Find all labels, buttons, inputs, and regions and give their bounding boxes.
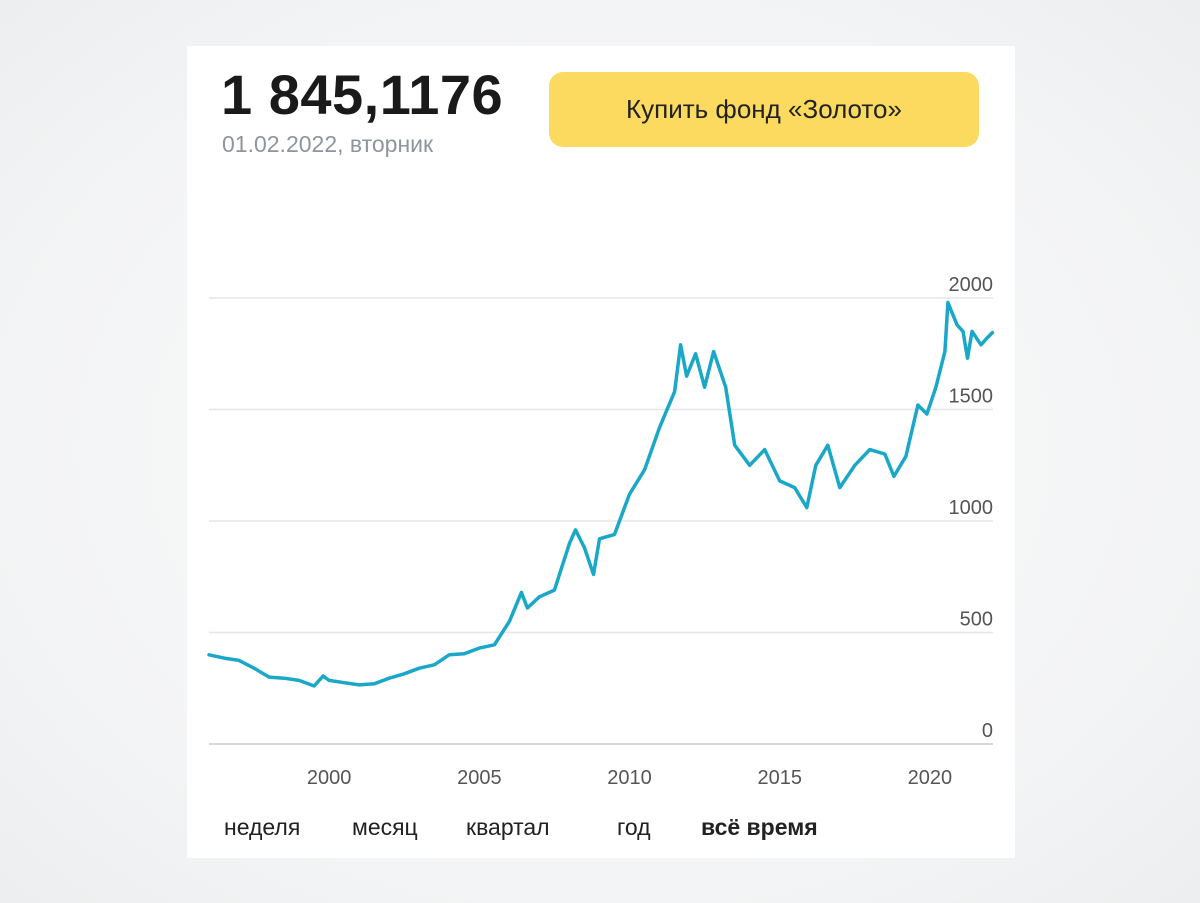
price-chart[interactable]: 0 500 1000 1500 2000 2000 2005 2010 2015 2020: [187, 246, 1015, 806]
tab-all-time[interactable]: всё время: [701, 814, 818, 840]
grid: [209, 297, 993, 745]
tab-month[interactable]: месяц: [352, 814, 418, 840]
x-tick-label: 2020: [908, 767, 953, 789]
x-tick-label: 2015: [757, 767, 802, 789]
buy-fund-button[interactable]: Купить фонд «Золото»: [549, 72, 979, 147]
x-tick-label: 2000: [307, 767, 352, 789]
current-price: 1 845,1176: [221, 63, 504, 126]
x-tick-label: 2010: [607, 767, 652, 789]
y-tick-label: 500: [960, 609, 993, 631]
price-date: 01.02.2022, вторник: [222, 131, 434, 157]
y-tick-label: 2000: [949, 274, 994, 296]
series-layer: [207, 300, 995, 688]
tab-week[interactable]: неделя: [224, 814, 301, 840]
tab-year[interactable]: год: [617, 814, 651, 840]
y-tick-label: 1000: [949, 497, 994, 519]
period-tabs: неделя месяц квартал год всё время: [187, 808, 1015, 848]
gold-fund-card: 1 845,1176 01.02.2022, вторник Купить фо…: [187, 46, 1015, 858]
y-axis: 0 500 1000 1500 2000: [949, 274, 994, 742]
y-tick-label: 1500: [949, 386, 994, 408]
x-tick-label: 2005: [457, 767, 502, 789]
x-axis: 2000 2005 2010 2015 2020: [307, 767, 952, 789]
y-tick-label: 0: [982, 720, 993, 742]
tab-quarter[interactable]: квартал: [466, 814, 550, 840]
series-line-0: [207, 300, 995, 688]
